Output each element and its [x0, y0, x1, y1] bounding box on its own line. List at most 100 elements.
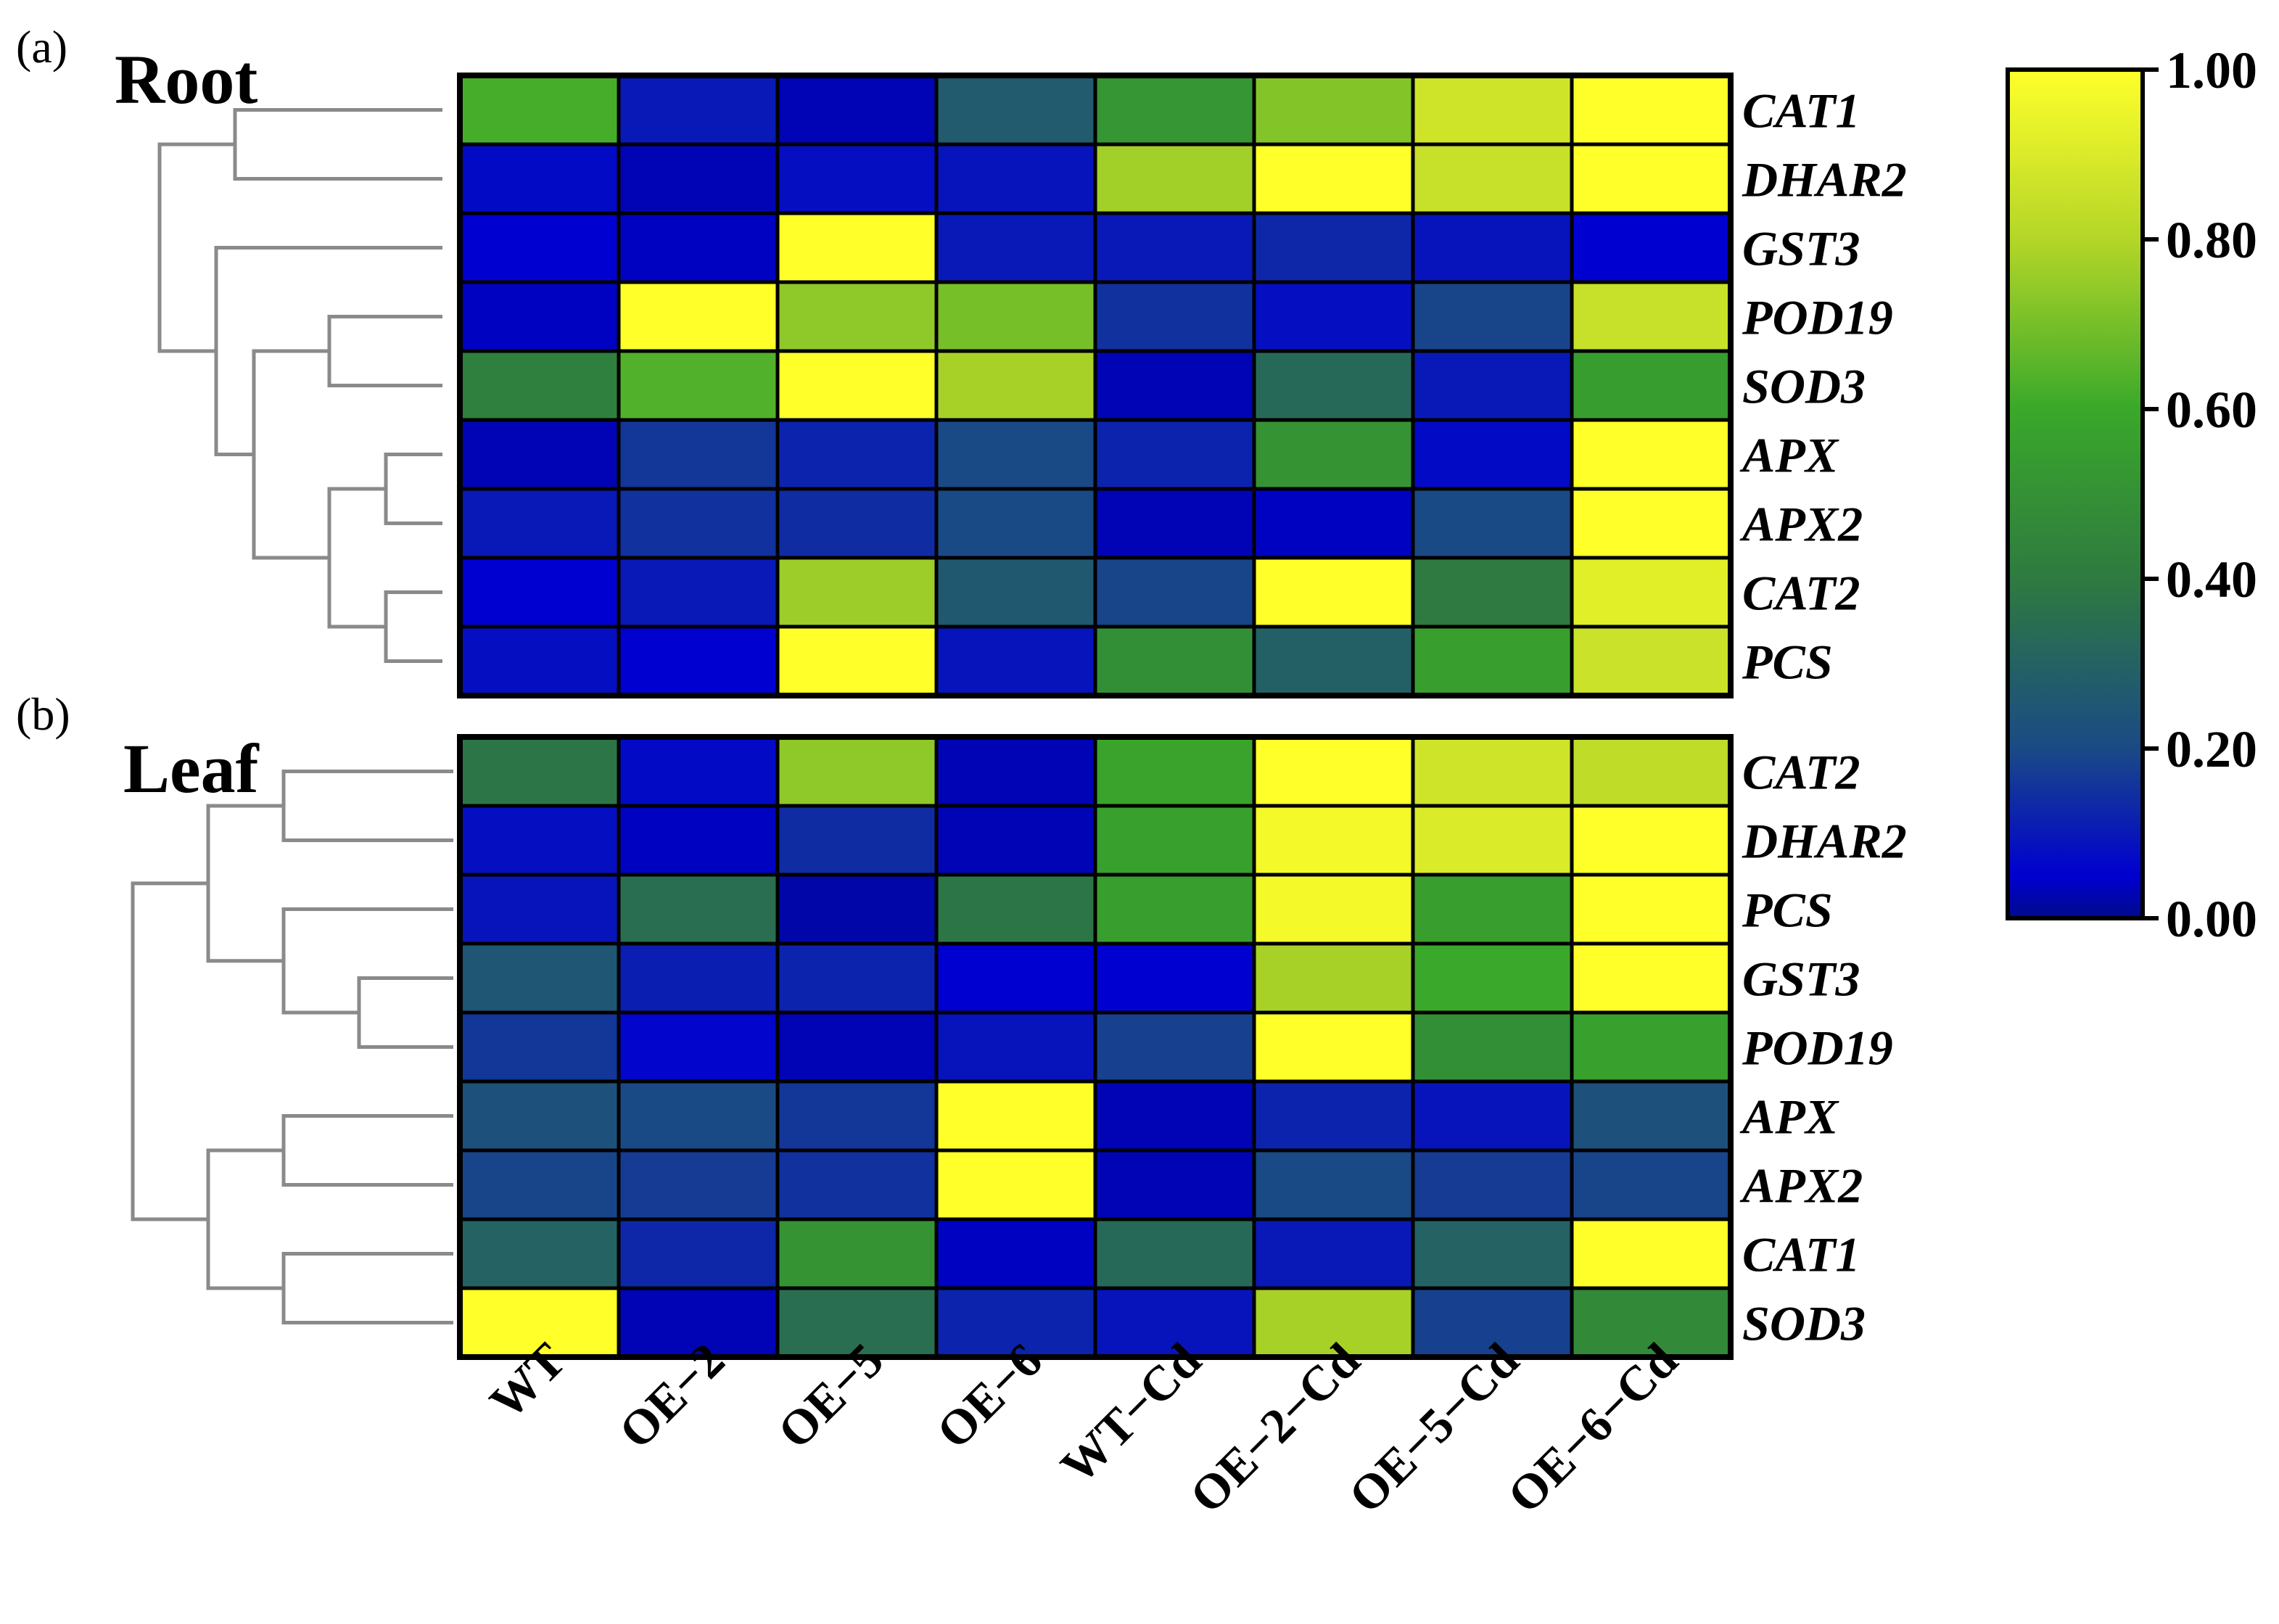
heatmap-cell [1411, 349, 1574, 422]
panel-root: (a) Root CAT1 DHAR2 GST3 POD19 SOD3 APX APX2 CAT2… [16, 21, 1907, 698]
heatmap-cell [934, 142, 1097, 215]
heatmap-cell [617, 73, 780, 147]
heatmap-cell [934, 418, 1097, 491]
heatmap-cell [458, 941, 621, 1015]
gene-label: CAT1 [1742, 1227, 1860, 1282]
heatmap-cell [934, 1148, 1097, 1221]
heatmap-cell [617, 1079, 780, 1153]
dendrogram-link [252, 349, 329, 560]
heatmap-cell [458, 873, 621, 946]
heatmap-cell [1252, 804, 1415, 877]
heatmap-cell [775, 625, 939, 698]
heatmap-cell [1570, 804, 1733, 877]
heatmap-cell [1570, 487, 1733, 560]
gene-label: POD19 [1742, 1021, 1893, 1076]
heatmap-cell [1570, 349, 1733, 422]
heatmap-cell [1093, 1010, 1256, 1084]
dendrogram-link [327, 487, 386, 629]
heatmap-cell [1411, 625, 1574, 698]
heatmap-cell [617, 211, 780, 284]
colorbar-tick-label: 0.80 [2166, 211, 2257, 269]
heatmap-cell [1093, 1148, 1256, 1221]
heatmap-cell [458, 487, 621, 560]
heatmap-cell [934, 211, 1097, 284]
heatmap-cell [1570, 735, 1733, 808]
gene-label: CAT1 [1742, 83, 1860, 139]
gene-label: POD19 [1742, 290, 1893, 345]
heatmap-cell [1570, 142, 1733, 215]
heatmap-cell [1570, 1217, 1733, 1290]
heatmap-cell [1570, 1148, 1733, 1221]
heatmap-cell [934, 1217, 1097, 1290]
heatmap-cell [617, 487, 780, 560]
heatmap-cell [1411, 804, 1574, 877]
gene-label: SOD3 [1742, 359, 1866, 414]
gene-label: APX [1739, 1089, 1839, 1145]
heatmap-cell [1093, 211, 1256, 284]
heatmap-cell [1093, 1217, 1256, 1290]
heatmap-cell [934, 73, 1097, 147]
heatmap-cell [1252, 556, 1415, 629]
heatmap-cell [1411, 487, 1574, 560]
colorbar-tick-label: 0.40 [2166, 551, 2257, 609]
heatmap-cell [934, 1286, 1097, 1359]
heatmap-cell [934, 1079, 1097, 1153]
heatmap-cell [1411, 211, 1574, 284]
heatmap-cell [775, 735, 939, 808]
panel-leaf: (b) Leaf CAT2 DHAR2 PCS GST3 POD19 APX APX2 CAT1 S… [16, 688, 1907, 1360]
heatmap-cell [775, 556, 939, 629]
dendrogram-link [357, 976, 453, 1049]
heatmap-cell [775, 1079, 939, 1153]
column-label: OE−6−Cd [1497, 1332, 1689, 1524]
gene-label: APX2 [1739, 1158, 1863, 1213]
gene-label: APX [1739, 428, 1839, 483]
heatmap-cell [1570, 1010, 1733, 1084]
heatmap-cell [1411, 1010, 1574, 1084]
heatmap-cell [775, 418, 939, 491]
heatmap-cell [458, 556, 621, 629]
heatmap-cell [1570, 941, 1733, 1015]
heatmap-cell [1252, 349, 1415, 422]
heatmap-cell [617, 1010, 780, 1084]
heatmap-frame [457, 734, 1734, 1360]
colorbar-tick-label: 0.60 [2166, 381, 2257, 439]
heatmap-cell [1252, 625, 1415, 698]
panel-tag: (a) [16, 21, 67, 73]
heatmap-cell [617, 280, 780, 353]
panel-title: Leaf [123, 730, 260, 807]
heatmap-cell [1570, 1079, 1733, 1153]
heatmap-cell [1252, 280, 1415, 353]
heatmap-cell [1093, 556, 1256, 629]
heatmap-cell [1093, 941, 1256, 1015]
heatmap-cell [1411, 142, 1574, 215]
heatmap-cell [1411, 941, 1574, 1015]
heatmap-cell [617, 625, 780, 698]
heatmap-cell [1093, 142, 1256, 215]
heatmap-cell [458, 804, 621, 877]
gene-label: DHAR2 [1742, 814, 1907, 869]
heatmap-cell [934, 804, 1097, 877]
colorbar-gradient [2008, 70, 2143, 918]
heatmap-cell [775, 1148, 939, 1221]
heatmap-cell [617, 556, 780, 629]
column-label: OE−2−Cd [1179, 1332, 1371, 1524]
heatmap-cell [934, 280, 1097, 353]
heatmap-cell [617, 418, 780, 491]
colorbar-tick-label: 1.00 [2166, 41, 2257, 99]
heatmap-cell [934, 487, 1097, 560]
gene-label: GST3 [1742, 221, 1860, 276]
heatmap-cell [1252, 735, 1415, 808]
dendrogram [131, 770, 453, 1324]
dendrogram-link [281, 907, 453, 1015]
heatmap-cell [458, 735, 621, 808]
heatmap-cell [1411, 735, 1574, 808]
heatmap-cell [775, 941, 939, 1015]
heatmap-cell [458, 349, 621, 422]
heatmap-cell [775, 804, 939, 877]
heatmap-cell [1252, 1217, 1415, 1290]
heatmap-cell [775, 349, 939, 422]
heatmap-cell [1252, 73, 1415, 147]
dendrogram-link [384, 590, 442, 663]
heatmap-cell [458, 1010, 621, 1084]
heatmap-cell [1093, 1079, 1256, 1153]
